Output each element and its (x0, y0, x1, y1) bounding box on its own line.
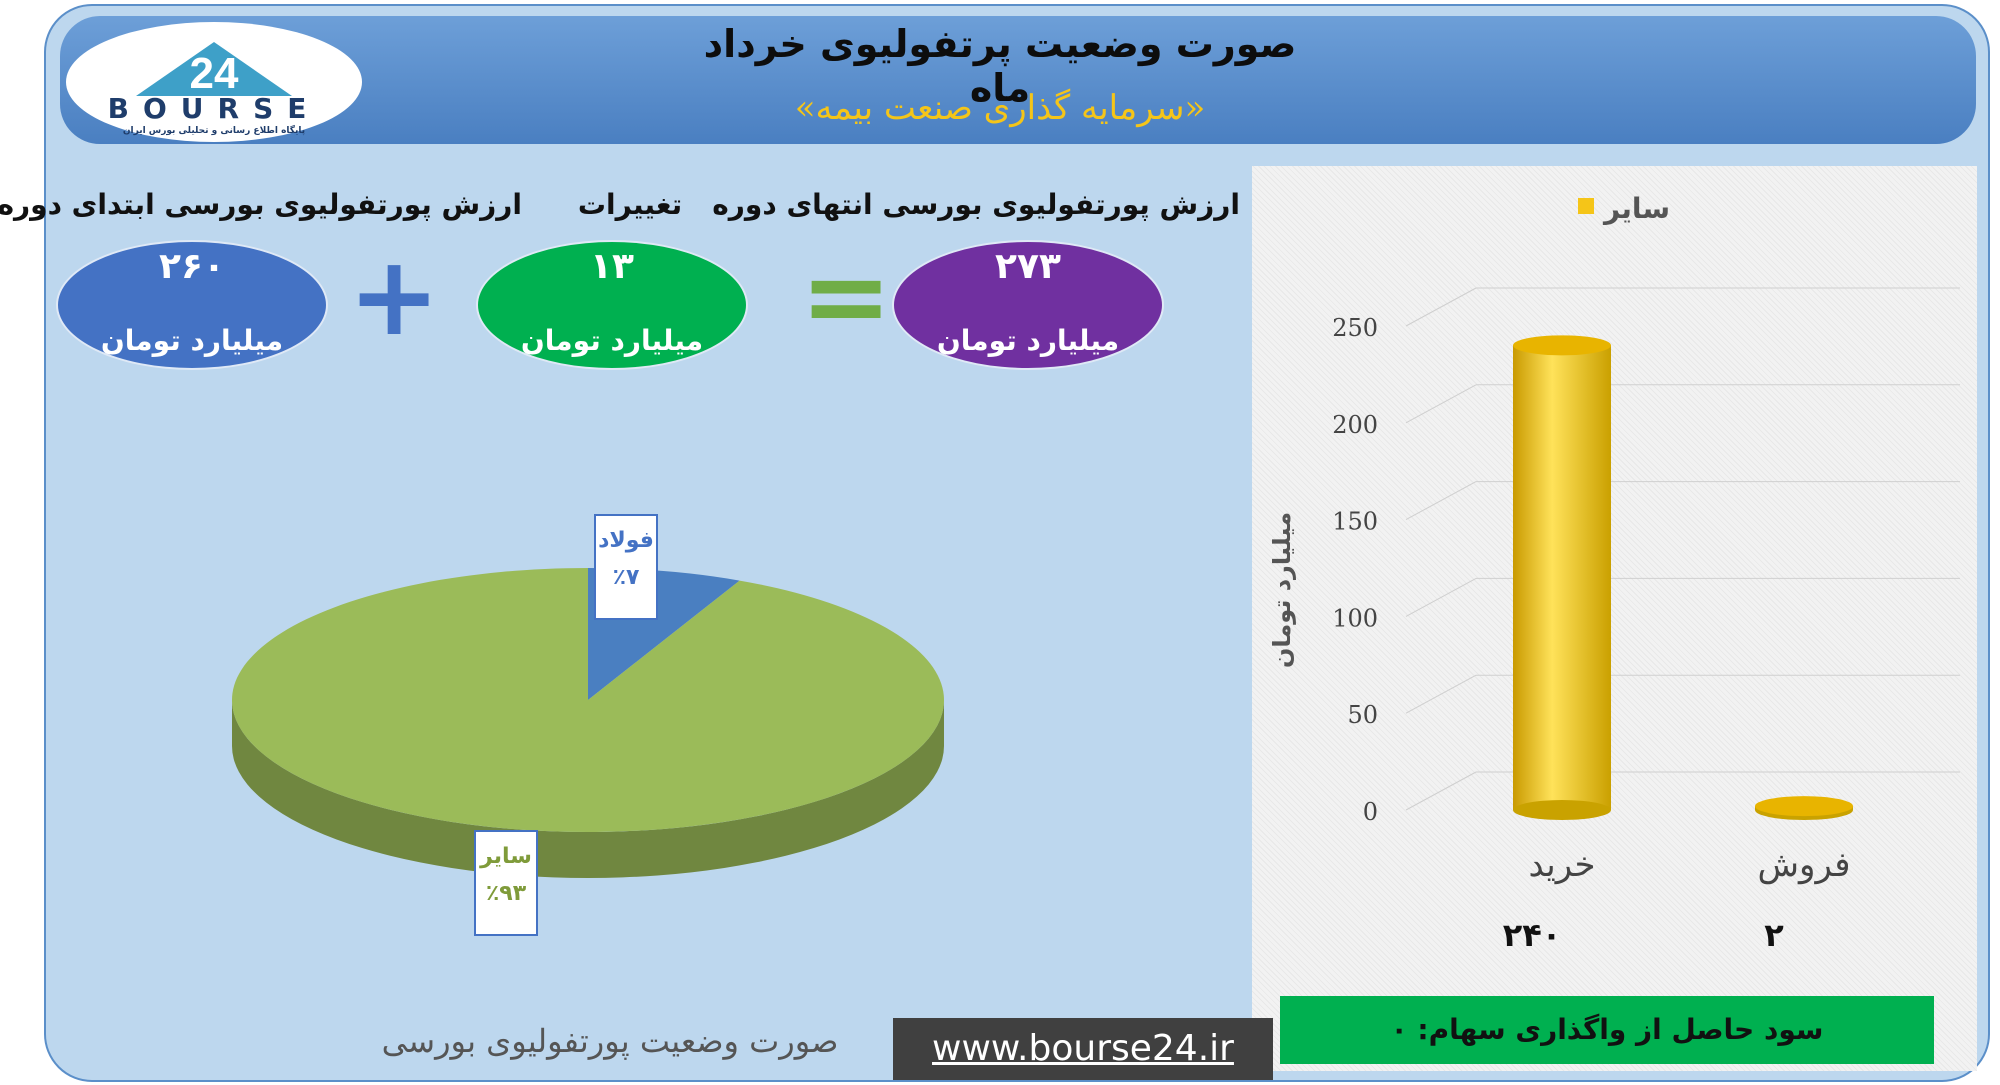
gridline-diagonal (1405, 674, 1477, 714)
pie-label-other: سایر ٪۹۳ (474, 830, 538, 936)
gridline-diagonal (1405, 771, 1477, 811)
end-value-unit: میلیارد تومان (936, 324, 1120, 357)
gridline-diagonal (1405, 577, 1477, 617)
bar-chart-panel (1252, 166, 1977, 1071)
pie-label-steel-pct: ٪۷ (612, 565, 640, 590)
pie-label-other-pct: ٪۹۳ (485, 881, 527, 906)
bar-top-1 (1755, 796, 1853, 817)
y-tick-label: 200 (1332, 411, 1378, 439)
website-link[interactable]: www.bourse24.ir (893, 1018, 1273, 1080)
pie-slice-1 (232, 568, 945, 833)
x-category-label: خرید (1528, 845, 1595, 885)
start-value-label: ارزش پورتفولیوی بورسی ابتدای دوره (0, 188, 522, 221)
change-oval: ۱۳ میلیارد تومان (476, 240, 748, 370)
start-value-number: ۲۶۰ (159, 246, 225, 287)
svg-text:24: 24 (190, 49, 239, 98)
change-unit: میلیارد تومان (520, 324, 704, 357)
gridline-diagonal (1405, 287, 1477, 327)
y-tick-label: 0 (1363, 798, 1378, 826)
x-value-label: ۲ (1764, 916, 1784, 954)
bar-0 (1513, 345, 1611, 810)
pie-label-steel-name: فولاد (598, 528, 654, 553)
logo-subtitle: پایگاه اطلاع رسانی و تحلیلی بورس ایران (122, 126, 306, 136)
y-tick-label: 100 (1332, 604, 1378, 632)
gridline-diagonal (1405, 481, 1477, 521)
bar-base-0 (1513, 800, 1611, 820)
gridline-diagonal (1405, 384, 1477, 424)
x-category-label: فروش (1758, 845, 1851, 885)
pie-label-steel: فولاد ٪۷ (594, 514, 658, 620)
page-subtitle: «سرمایه گذاری صنعت بیمه» (794, 88, 1206, 128)
end-value-oval: ۲۷۳ میلیارد تومان (892, 240, 1164, 370)
legend-label: سایر (1604, 192, 1670, 225)
x-value-label: ۲۴۰ (1503, 916, 1562, 954)
profit-box: سود حاصل از واگذاری سهام: ۰ (1280, 996, 1934, 1064)
page-title: صورت وضعیت پرتفولیوی خرداد ماه (703, 22, 1297, 110)
pie-label-other-name: سایر (480, 844, 532, 869)
header-banner (60, 16, 1976, 144)
logo-wordmark: BOURSE (107, 92, 321, 125)
change-number: ۱۳ (590, 246, 634, 287)
y-tick-label: 50 (1347, 701, 1378, 729)
start-value-oval: ۲۶۰ میلیارد تومان (56, 240, 328, 370)
chart-caption: صورت وضعیت پورتفولیوی بورسی (381, 1022, 839, 1060)
bar-top-0 (1513, 335, 1611, 356)
logo-mountain-icon: 24 (136, 42, 292, 98)
change-label: تغییرات (577, 188, 683, 221)
y-tick-label: 150 (1332, 508, 1378, 536)
y-tick-label: 250 (1332, 314, 1378, 342)
logo: 24 BOURSE پایگاه اطلاع رسانی و تحلیلی بو… (66, 22, 362, 142)
plus-sign: + (348, 232, 441, 360)
start-value-unit: میلیارد تومان (100, 324, 284, 357)
equals-sign: = (800, 232, 893, 360)
legend-swatch (1578, 198, 1594, 214)
pie-side-wall (232, 700, 944, 878)
end-value-label: ارزش پورتفولیوی بورسی انتهای دوره (712, 188, 1240, 221)
bar-y-axis-title: میلیارد تومان (1268, 512, 1296, 668)
end-value-number: ۲۷۳ (995, 246, 1061, 287)
